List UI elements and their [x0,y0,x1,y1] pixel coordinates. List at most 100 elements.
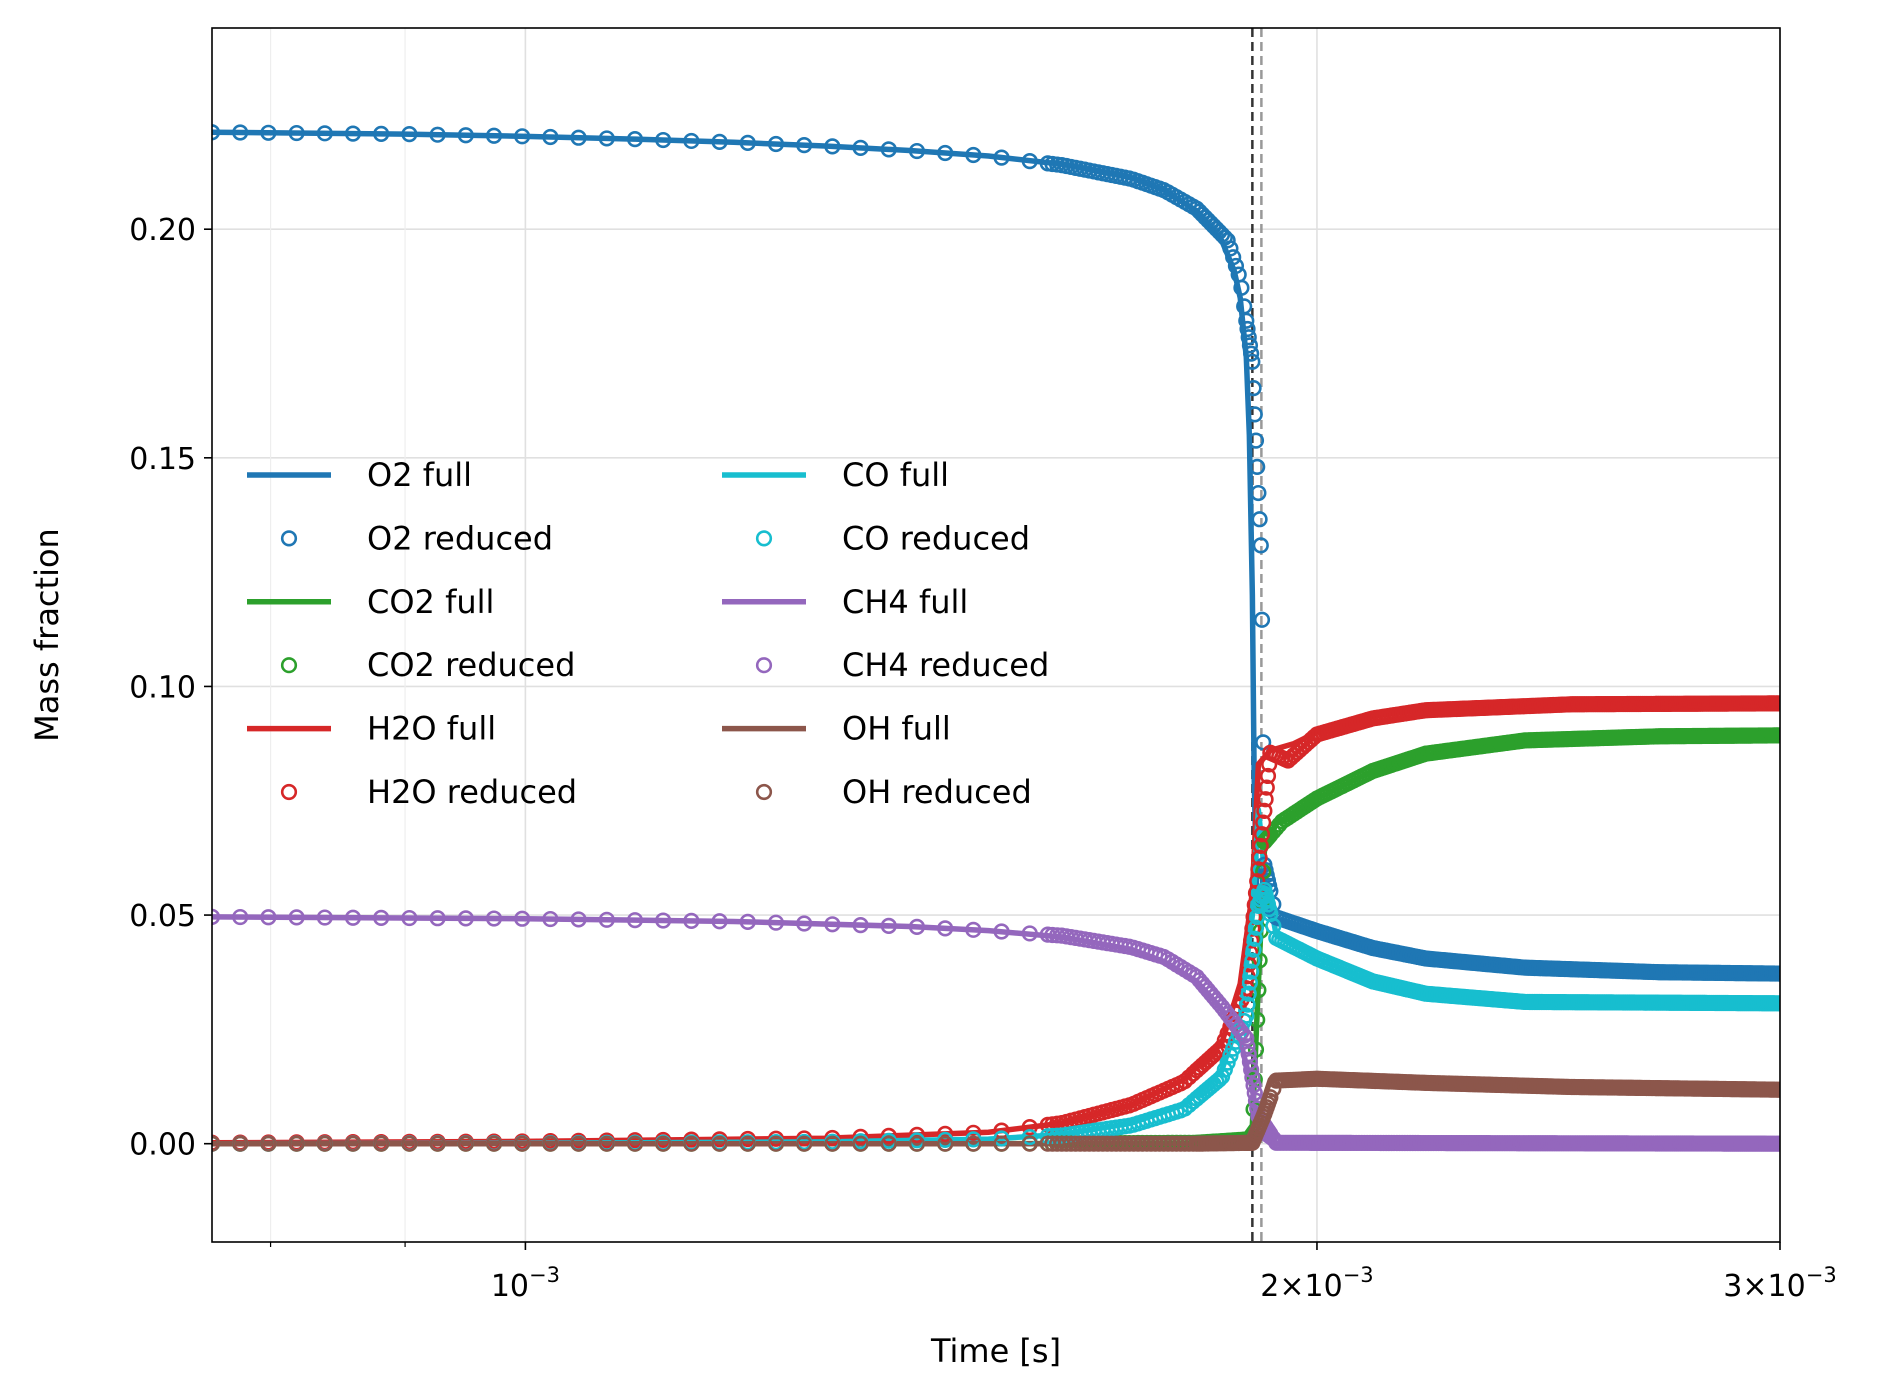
oh-reduced-point [232,1135,249,1152]
ch4-reduced-point [570,911,587,928]
ch4-reduced-point [711,913,728,930]
legend-label: OH full [842,710,951,748]
h2o-reduced-point [1021,1119,1038,1136]
oh-reduced-point [570,1135,587,1152]
ch4-reduced-point [1021,925,1038,942]
ch4-reduced-point [485,910,503,927]
co-reduced-point [1245,941,1262,958]
oh-reduced-point [796,1135,813,1152]
ch4-reduced-point [824,916,841,933]
legend-entry-co-full: CO full [722,456,949,494]
oh-reduced-point [485,1135,503,1152]
co-reduced-point [1247,919,1265,936]
ch4-reduced-point [1241,1053,1259,1071]
h2o-reduced-point [937,1125,954,1142]
o2-reduced-point [1241,337,1259,354]
o2-reduced-point [1253,611,1271,628]
legend-label: H2O full [367,710,496,748]
h2o-reduced-point [1253,826,1271,843]
legend-label: CH4 full [842,583,968,621]
o2-reduced-point [824,138,841,155]
ch4-reduced-point [626,912,644,929]
y-tick-label: 0.15 [129,442,196,477]
o2-reduced-point [937,144,954,162]
legend-label: CO reduced [842,519,1030,557]
oh-reduced-point [683,1135,700,1152]
reduced-markers [212,124,1780,1152]
ch4-reduced-point [937,920,954,937]
legend-entry-co-reduced: CO reduced [755,519,1030,557]
o2-reduced-point [1243,345,1260,362]
o2-reduced-point [626,131,644,148]
legend-swatch-marker [280,783,298,801]
ch4-reduced-point [1239,1038,1256,1055]
y-tick-label: 0.00 [129,1128,196,1163]
ch4-reduced-point [880,917,897,935]
o2-reduced-point [429,126,446,143]
co-reduced-point [1240,985,1257,1002]
legend-entry-oh-reduced: OH reduced [755,773,1032,811]
oh-reduced-point [598,1135,615,1152]
y-axis-label: Mass fraction [28,528,66,742]
oh-reduced-point [514,1135,531,1152]
legend-swatch-marker [755,530,773,547]
co-reduced-point [1241,974,1259,991]
oh-reduced-point [711,1135,728,1152]
oh-reduced-point [824,1135,841,1152]
o2-reduced-point [1225,249,1242,266]
ch4-reduced-point [993,923,1010,940]
ch4-reduced-point [852,916,869,934]
oh-reduced-point [1262,1089,1279,1106]
o2-reduced-point [316,125,333,142]
h2o-reduced-markers [212,695,1780,1151]
o2-reduced-point [683,132,700,150]
ch4-reduced-point [260,909,277,926]
co-reduced-markers [212,881,1780,1152]
oh-reduced-point [908,1135,926,1152]
plot-area [212,28,1780,1242]
oh-reduced-point [344,1135,362,1152]
ch4-reduced-point [1246,1084,1263,1102]
o2-reduced-point [344,125,362,142]
axis-ticks: 0.00 0.05 0.10 0.15 0.20 10−3 2×10−3 3×10−3 [129,213,1836,1304]
legend-entry-co2-reduced: CO2 reduced [280,646,575,684]
oh-reduced-point [457,1135,474,1152]
o2-reduced-point [1239,320,1256,338]
oh-reduced-point [401,1135,418,1152]
o2-reduced-point [1252,537,1269,554]
o2-reduced-point [598,130,615,147]
h2o-reduced-point [1252,837,1269,855]
ch4-reduced-point [1244,1069,1261,1086]
o2-reduced-point [514,128,531,145]
o2-reduced-point [965,146,982,164]
ch4-reduced-point [739,913,756,930]
o2-reduced-markers [212,124,1780,982]
o2-reduced-point [542,128,559,146]
legend-label: CH4 reduced [842,646,1049,684]
o2-reduced-point [232,124,249,141]
co-reduced-point [1238,1007,1255,1024]
oh-reduced-point [937,1135,954,1152]
oh-reduced-markers [212,1070,1780,1152]
ch4-reduced-point [655,912,672,929]
h2o-reduced-point [1258,779,1275,796]
o2-reduced-point [993,149,1010,166]
ch4-reduced-point [429,910,446,927]
o2-reduced-point [1251,511,1268,528]
oh-reduced-point [373,1135,390,1152]
legend-swatch-marker [755,657,773,674]
oh-reduced-point [260,1135,277,1152]
y-tick-label: 0.05 [129,899,196,934]
ch4-reduced-point [542,910,559,928]
co-reduced-point [1243,963,1260,980]
ch4-reduced-point [514,910,531,927]
h2o-reduced-point [1241,944,1259,961]
co-reduced-point [1239,996,1256,1013]
legend-label: H2O reduced [367,773,577,811]
legend-entry-o2-reduced: O2 reduced [280,519,553,557]
ch4-reduced-point [316,909,333,926]
h2o-reduced-point [880,1127,897,1144]
ch4-reduced-point [401,909,418,927]
ch4-reduced-point [232,908,249,926]
